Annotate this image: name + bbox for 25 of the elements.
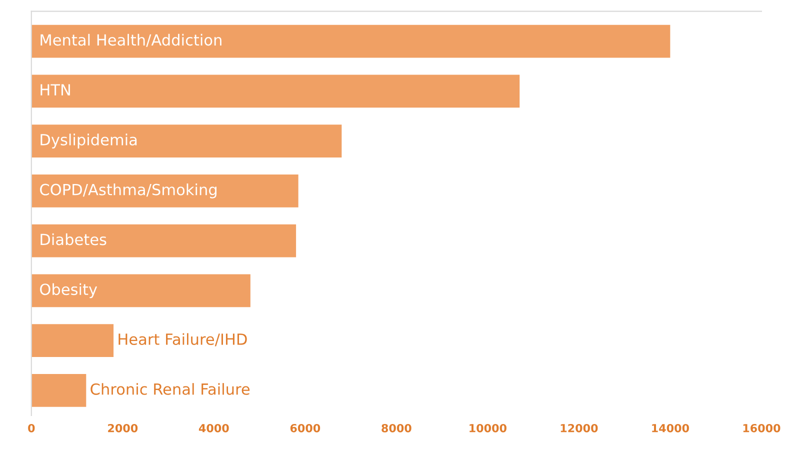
y-tick-label: COPD/Asthma/Smoking xyxy=(40,184,216,198)
x-tick-label: 16000 xyxy=(743,424,780,432)
y-tick-label: Obesity xyxy=(40,283,98,298)
x-tick-label: 14000 xyxy=(652,424,689,432)
bar xyxy=(31,324,114,358)
x-tick-label: 6000 xyxy=(290,424,320,432)
x-tick-label: 4000 xyxy=(198,424,229,432)
bar xyxy=(31,224,296,258)
x-tick-label: 0 xyxy=(28,424,35,432)
y-tick-label: Mental Health/Addiction xyxy=(40,34,222,47)
bar xyxy=(31,124,342,158)
x-tick-label: 10000 xyxy=(470,424,506,432)
x-tick-label: 8000 xyxy=(382,424,412,432)
bar xyxy=(31,274,250,308)
y-tick-label: HTN xyxy=(40,84,70,96)
x-tick-label: 2000 xyxy=(108,424,138,432)
bar xyxy=(31,174,298,208)
y-tick-label: Heart Failure/IHD xyxy=(118,333,247,346)
y-tick-label: Chronic Renal Failure xyxy=(90,383,250,395)
bar xyxy=(31,24,670,58)
x-tick-label: 12000 xyxy=(560,424,598,432)
y-tick-label: Diabetes xyxy=(40,233,106,246)
bar xyxy=(31,374,86,407)
y-tick-label: Dyslipidemia xyxy=(40,134,137,148)
bar xyxy=(31,74,520,108)
